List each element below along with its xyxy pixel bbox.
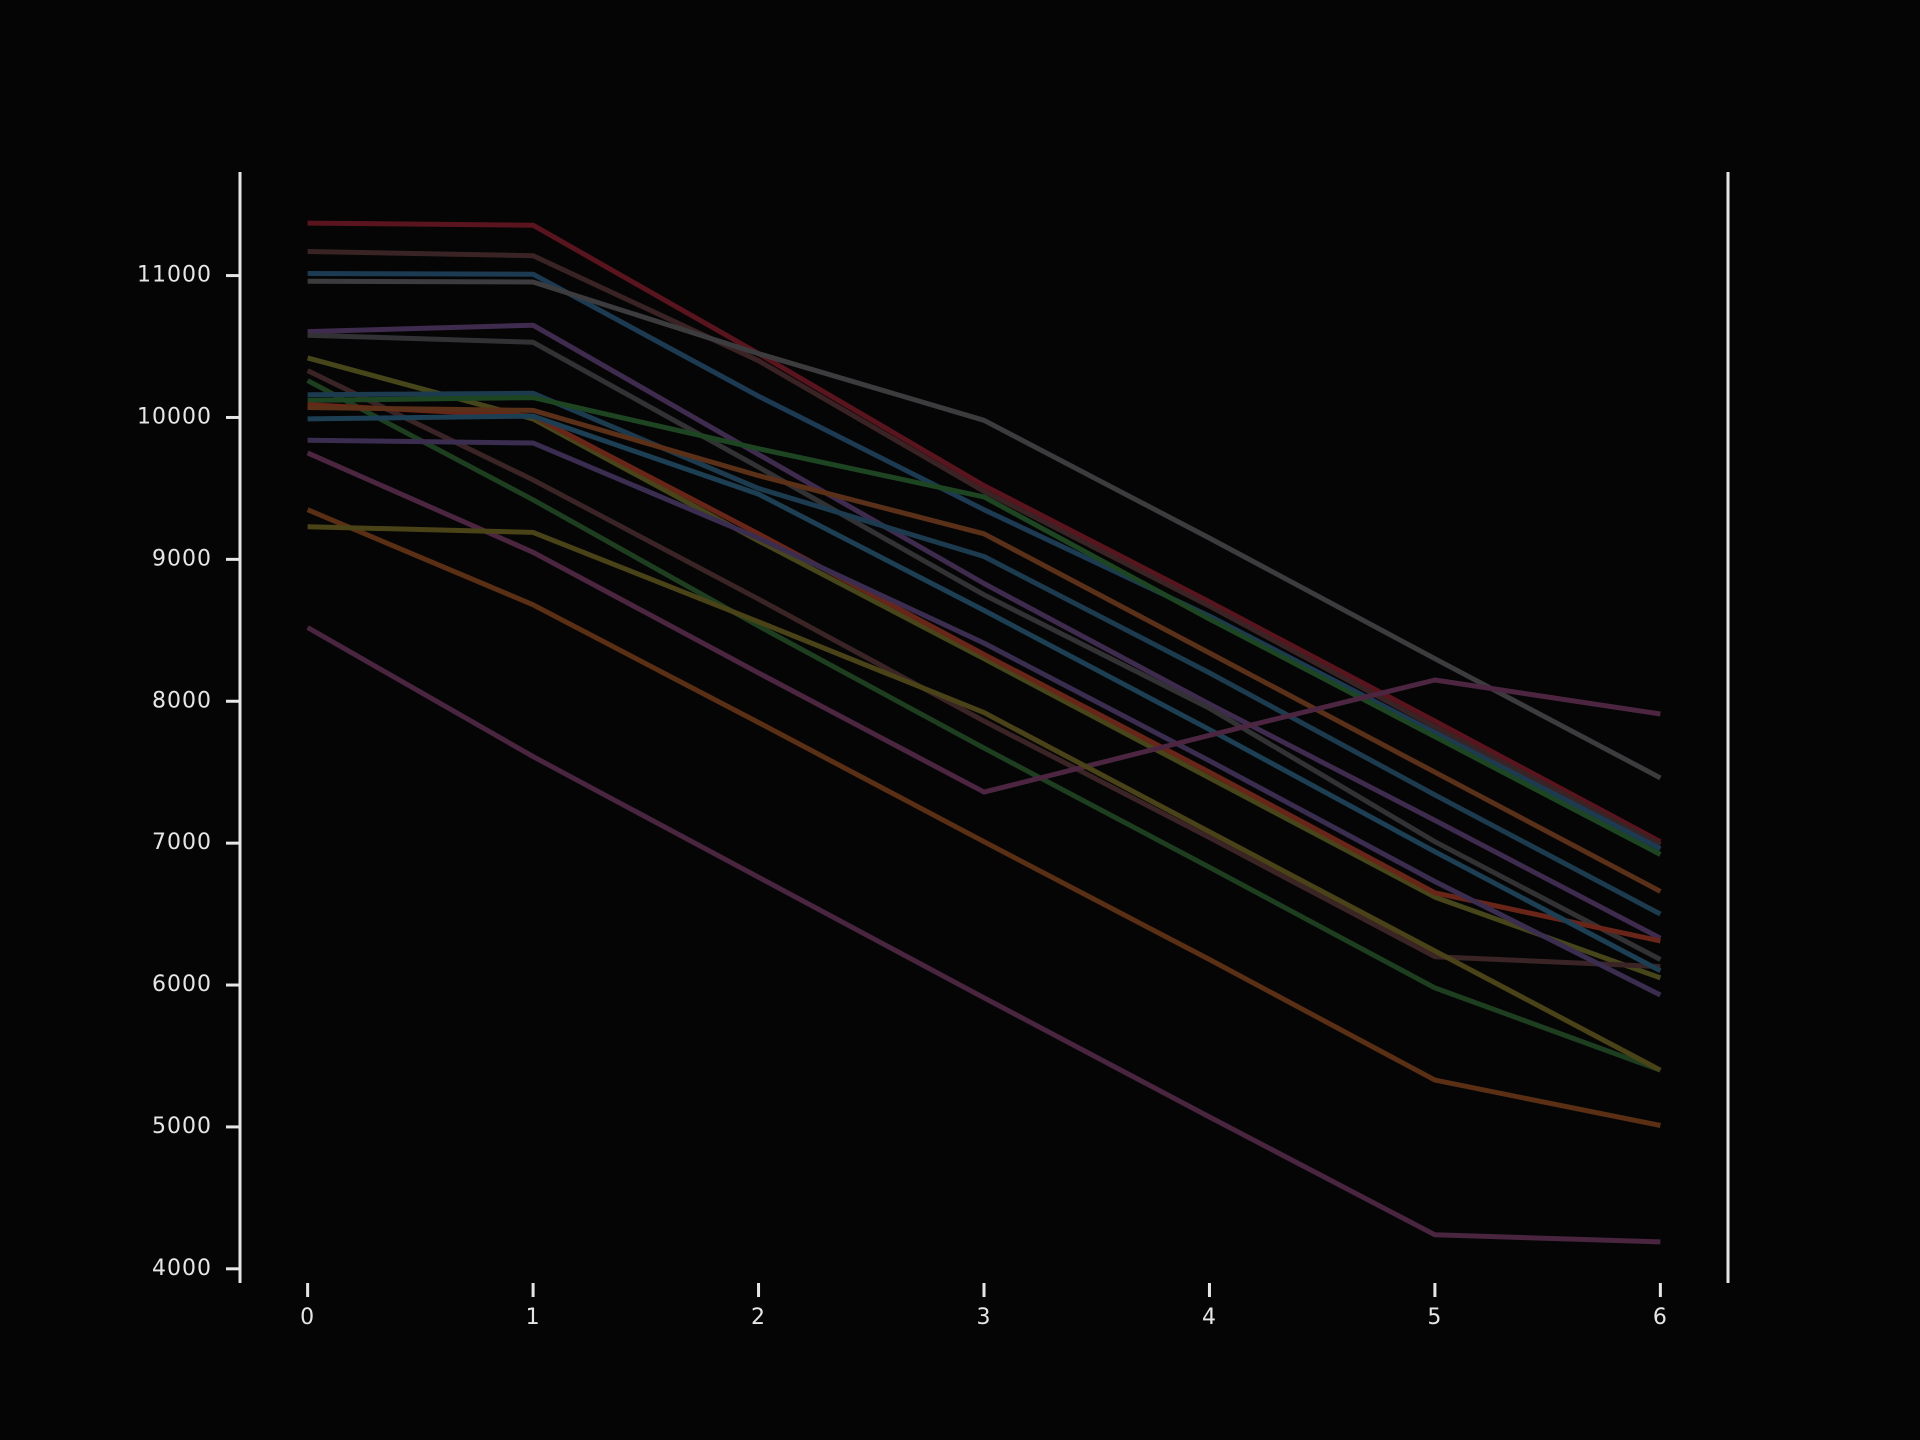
y-tick-label: 11000 [137, 263, 212, 288]
series-line-19 [306, 625, 1661, 1245]
x-tick-label: 0 [300, 1305, 315, 1330]
series-line-9 [306, 378, 1662, 1073]
y-tick-label: 4000 [152, 1256, 212, 1281]
series-line-6 [307, 332, 1662, 962]
series-line-3 [307, 271, 1662, 852]
x-tick-label: 3 [977, 1305, 992, 1330]
series-line-2 [307, 249, 1662, 847]
series-line-13 [307, 405, 1662, 894]
series-line-5 [307, 322, 1662, 941]
x-tick-label: 1 [526, 1305, 541, 1330]
series-line-4 [307, 278, 1662, 781]
y-tick-label: 10000 [137, 404, 212, 429]
series-line-14 [307, 413, 1662, 974]
series-line-16 [306, 450, 1661, 795]
y-tick-label: 8000 [152, 688, 212, 713]
series-line-17 [306, 507, 1661, 1128]
x-axis-ticks: 0 1 2 3 4 5 6 [300, 1283, 1668, 1330]
series-line-18 [307, 524, 1662, 1073]
y-axis-ticks: 4000 5000 6000 7000 8000 9000 10000 11000 [137, 263, 240, 1281]
y-tick-label: 6000 [152, 972, 212, 997]
x-tick-label: 2 [751, 1305, 766, 1330]
y-tick-label: 9000 [152, 546, 212, 571]
series-line-1 [307, 220, 1662, 844]
series-line-8 [306, 368, 1661, 970]
y-tick-label: 5000 [152, 1114, 212, 1139]
y-tick-label: 7000 [152, 830, 212, 855]
x-tick-label: 6 [1653, 1305, 1668, 1330]
series-line-11 [307, 395, 1662, 857]
series-line-10 [307, 390, 1662, 917]
x-tick-label: 4 [1202, 1305, 1217, 1330]
series-line-15 [307, 437, 1662, 998]
series-layer [306, 220, 1662, 1245]
x-tick-label: 5 [1427, 1305, 1442, 1330]
